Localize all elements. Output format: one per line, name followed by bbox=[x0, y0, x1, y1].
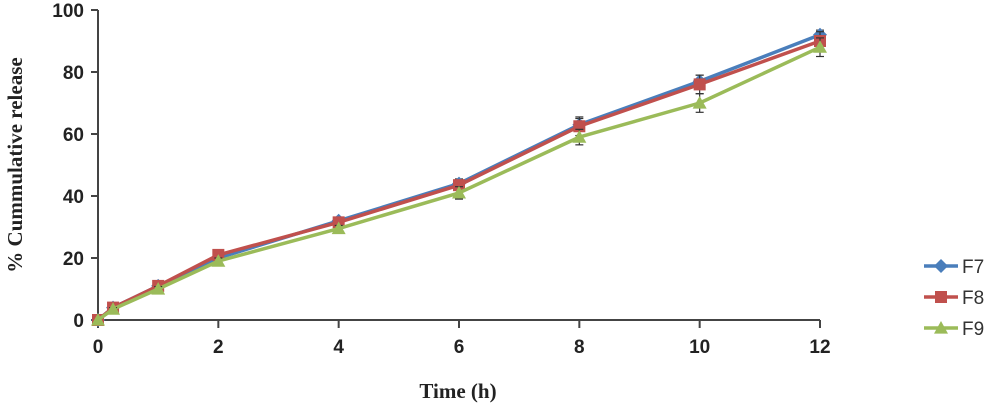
legend-item-f7: F7 bbox=[924, 257, 984, 278]
y-ticks: 0 20 40 60 80 100 bbox=[52, 1, 98, 332]
x-tick-label: 2 bbox=[213, 337, 224, 358]
data-point bbox=[91, 313, 105, 326]
legend-marker bbox=[935, 291, 947, 303]
legend-label: F8 bbox=[962, 288, 984, 309]
series-f7 bbox=[91, 27, 827, 327]
legend-label: F9 bbox=[962, 319, 984, 340]
x-tick-label: 0 bbox=[93, 337, 104, 358]
y-tick-label: 20 bbox=[63, 249, 84, 270]
data-point bbox=[331, 221, 346, 235]
data-point bbox=[572, 130, 587, 143]
data-point bbox=[692, 96, 707, 109]
y-tick-label: 60 bbox=[63, 125, 84, 146]
x-tick-label: 4 bbox=[333, 337, 344, 358]
x-ticks: 0 2 4 6 8 10 12 bbox=[93, 320, 831, 358]
data-point bbox=[151, 282, 166, 295]
y-tick-label: 40 bbox=[63, 187, 84, 208]
legend: F7 F8 F9 bbox=[924, 257, 984, 340]
y-axis-label: % Cummulative release bbox=[3, 57, 27, 272]
data-point bbox=[693, 78, 706, 91]
x-tick-label: 8 bbox=[574, 337, 585, 358]
data-point bbox=[452, 185, 466, 199]
data-point bbox=[211, 254, 226, 267]
data-point bbox=[106, 302, 121, 315]
series-group bbox=[91, 27, 827, 327]
x-axis-label: Time (h) bbox=[419, 379, 496, 403]
legend-item-f8: F8 bbox=[924, 288, 984, 309]
data-point bbox=[813, 40, 827, 53]
y-tick-label: 80 bbox=[63, 63, 84, 84]
y-tick-label: 0 bbox=[73, 311, 84, 332]
x-tick-label: 12 bbox=[809, 337, 830, 358]
series-f9 bbox=[91, 37, 827, 326]
data-point bbox=[453, 179, 465, 192]
legend-item-f9: F9 bbox=[924, 319, 984, 340]
y-tick-label: 100 bbox=[52, 1, 84, 22]
legend-marker bbox=[934, 259, 948, 273]
axes bbox=[97, 10, 820, 321]
legend-marker bbox=[934, 321, 948, 334]
x-tick-label: 10 bbox=[689, 337, 710, 358]
legend-label: F7 bbox=[962, 257, 984, 278]
x-tick-label: 6 bbox=[454, 337, 465, 358]
